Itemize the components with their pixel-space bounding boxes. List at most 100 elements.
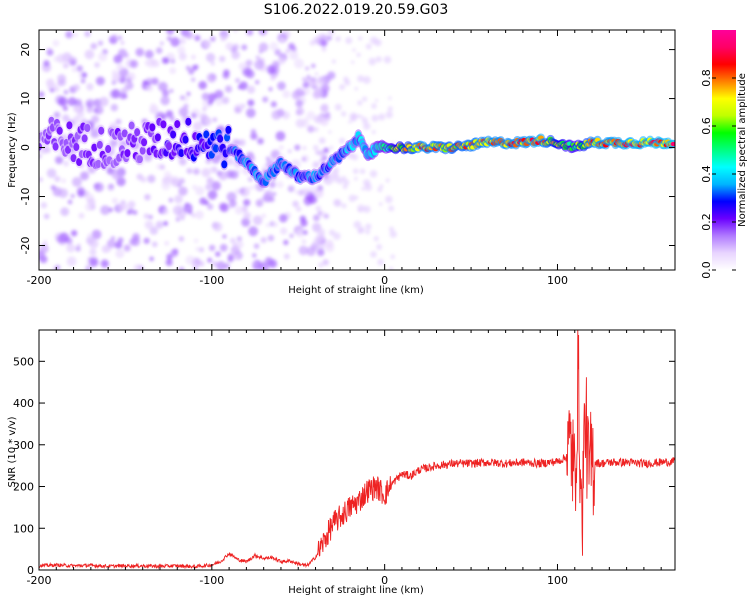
spectrogram-speckle-cell <box>287 185 295 193</box>
spectrogram-speckle-cell <box>212 221 223 232</box>
spectrogram-speckle-cell <box>76 187 86 196</box>
spectrogram-speckle-cell <box>362 96 368 102</box>
spectrogram-speckle-cell <box>66 243 76 253</box>
spectrogram-speckle-cell <box>234 106 242 114</box>
spectrogram-speckle-cell <box>335 36 341 42</box>
spectrogram-speckle-cell <box>248 226 259 237</box>
spectrogram-speckle-cell <box>219 202 229 213</box>
spectrogram-ridge-cell <box>121 129 128 138</box>
spectrogram-speckle-cell <box>39 91 45 98</box>
spectrogram-speckle-cell <box>170 249 179 258</box>
spectrogram-speckle-cell <box>220 36 226 42</box>
spectrogram-speckle-cell <box>257 137 264 145</box>
spectrogram-speckle-cell <box>373 236 379 242</box>
spectrogram-speckle-cell <box>151 77 159 86</box>
spectrogram-speckle-cell <box>334 103 342 111</box>
spectrogram-speckle-cell <box>66 256 77 267</box>
spectrogram-speckle-cell <box>195 210 204 220</box>
spectrogram-speckle-cell <box>46 168 57 178</box>
spectrogram-speckle-cell <box>206 203 214 210</box>
spectrogram-speckle-cell <box>221 96 230 105</box>
spectrogram-speckle-cell <box>135 47 145 57</box>
spectrogram-speckle-cell <box>225 42 234 51</box>
spectrogram-speckle-cell <box>271 110 282 120</box>
spectrogram-speckle-cell <box>267 234 275 242</box>
spectrogram-ridge-cell <box>136 155 143 164</box>
spectrogram-speckle-cell <box>265 257 271 263</box>
spectrogram-speckle-cell <box>265 156 271 161</box>
spectrogram-speckle-cell <box>206 177 214 185</box>
spectrogram-ridge-cell <box>170 130 177 139</box>
spectrogram-speckle-cell <box>195 246 200 252</box>
spectrogram-speckle-cell <box>149 256 154 262</box>
spectrogram-speckle-cell <box>86 83 94 91</box>
spectrogram-speckle-cell <box>198 247 205 253</box>
spectrogram-speckle-cell <box>191 213 196 218</box>
spectrogram-speckle-cell <box>192 184 198 190</box>
spectrogram-speckle-cell <box>43 60 50 67</box>
spectrogram-speckle-cell <box>163 221 169 227</box>
spectrogram-speckle-cell <box>178 157 187 166</box>
spectrogram-speckle-cell <box>151 241 158 248</box>
spectrogram-speckle-cell <box>62 62 69 69</box>
spectrogram-speckle-cell <box>70 229 78 237</box>
spectrogram-speckle-cell <box>339 84 346 91</box>
spectrogram-speckle-cell <box>186 91 191 97</box>
spectrogram-speckle-cell <box>317 33 323 39</box>
spectrogram-speckle-cell <box>117 35 123 40</box>
snr-ylabel: SNR (10 * v/v) <box>7 416 18 487</box>
spectrogram-speckle-cell <box>288 42 296 50</box>
spectrogram-speckle-cell <box>132 233 140 241</box>
spectrogram-ridge-cell <box>91 143 98 152</box>
spectrogram-speckle-cell <box>166 30 175 35</box>
spectrogram-speckle-cell <box>357 75 365 83</box>
spectrogram-speckle-cell <box>376 244 383 250</box>
spectrogram-speckle-cell <box>190 77 196 82</box>
spectrogram-speckle-cell <box>340 175 347 182</box>
spectrogram-speckle-cell <box>370 251 377 258</box>
spectrogram-speckle-cell <box>306 111 316 120</box>
spectrogram-speckle-cell <box>60 207 70 217</box>
spectrogram-speckle-cell <box>201 92 210 101</box>
spectrogram-speckle-cell <box>54 86 60 92</box>
spectrogram-speckle-cell <box>109 183 114 189</box>
spectrogram-speckle-cell <box>235 78 240 83</box>
spectrogram-speckle-cell <box>166 36 172 41</box>
spectrogram-ridge-cell <box>174 120 181 129</box>
spectrogram-speckle-cell <box>315 150 320 155</box>
spectrogram-speckle-cell <box>312 144 319 151</box>
spectrogram-speckle-cell <box>365 223 372 230</box>
spectrogram-speckle-cell <box>243 211 251 220</box>
spectrogram-speckle-cell <box>280 37 285 43</box>
spectrogram-speckle-cell <box>136 173 143 181</box>
spectrogram-ridge-cell <box>203 130 210 139</box>
spectrogram-speckle-cell <box>227 253 234 260</box>
spectrogram-speckle-cell <box>268 259 278 268</box>
spectrogram-speckle-cell <box>219 243 228 252</box>
spectrogram-speckle-cell <box>269 41 279 51</box>
spectrogram-xtick-label: -100 <box>199 274 224 287</box>
spectrogram-speckle-cell <box>84 49 95 60</box>
spectrogram-speckle-cell <box>289 233 294 239</box>
spectrogram-speckle-cell <box>333 198 341 207</box>
spectrogram-speckle-cell <box>191 54 196 60</box>
spectrogram-speckle-cell <box>191 263 198 270</box>
spectrogram-ridge-cell <box>56 126 63 135</box>
spectrogram-speckle-cell <box>302 146 307 151</box>
snr-ytick-label: 0 <box>27 564 34 577</box>
spectrogram-speckle-cell <box>280 227 288 235</box>
spectrogram-speckle-cell <box>361 187 365 191</box>
spectrogram-speckle-cell <box>193 168 200 175</box>
spectrogram-ridge-cell <box>139 146 146 155</box>
spectrogram-ridge-cell <box>98 126 105 135</box>
spectrogram-speckle-cell <box>144 60 151 66</box>
spectrogram-speckle-cell <box>339 137 346 144</box>
spectrogram-speckle-cell <box>149 103 157 110</box>
spectrogram-speckle-cell <box>239 187 246 195</box>
spectrogram-speckle-cell <box>158 81 168 92</box>
spectrogram-speckle-cell <box>120 78 126 83</box>
spectrogram-speckle-cell <box>357 100 363 106</box>
spectrogram-speckle-cell <box>365 43 372 50</box>
spectrogram-speckle-cell <box>209 36 216 42</box>
